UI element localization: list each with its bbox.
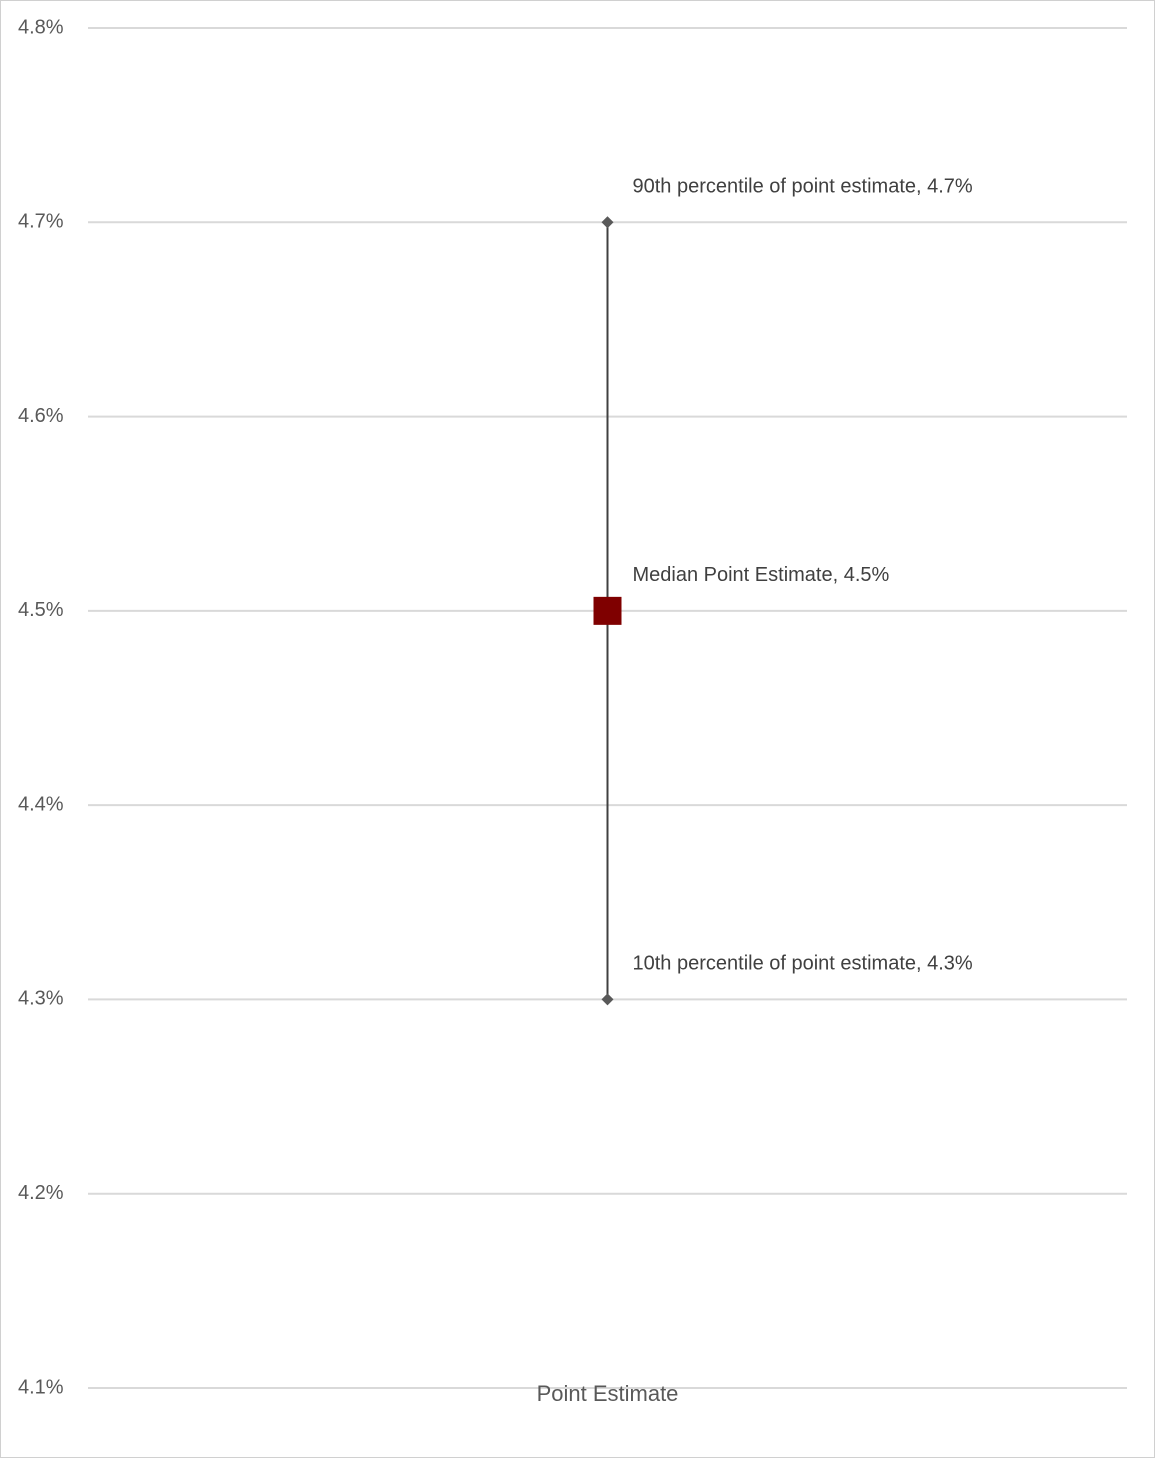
median-marker (593, 596, 622, 625)
y-tick-label: 4.7% (18, 211, 64, 233)
data-label: 90th percentile of point estimate, 4.7% (633, 176, 973, 198)
data-label: 10th percentile of point estimate, 4.3% (633, 953, 973, 975)
x-tick-label: Point Estimate (537, 1381, 679, 1406)
y-tick-label: 4.6% (18, 405, 64, 427)
y-tick-label: 4.3% (18, 988, 64, 1010)
y-tick-label: 4.5% (18, 599, 64, 621)
percentile-marker (601, 216, 614, 229)
y-tick-label: 4.8% (18, 16, 64, 38)
data-label: Median Point Estimate, 4.5% (633, 564, 890, 586)
y-tick-label: 4.2% (18, 1182, 64, 1204)
y-tick-label: 4.4% (18, 793, 64, 815)
percentile-marker (601, 993, 614, 1006)
y-tick-label: 4.1% (18, 1376, 64, 1398)
